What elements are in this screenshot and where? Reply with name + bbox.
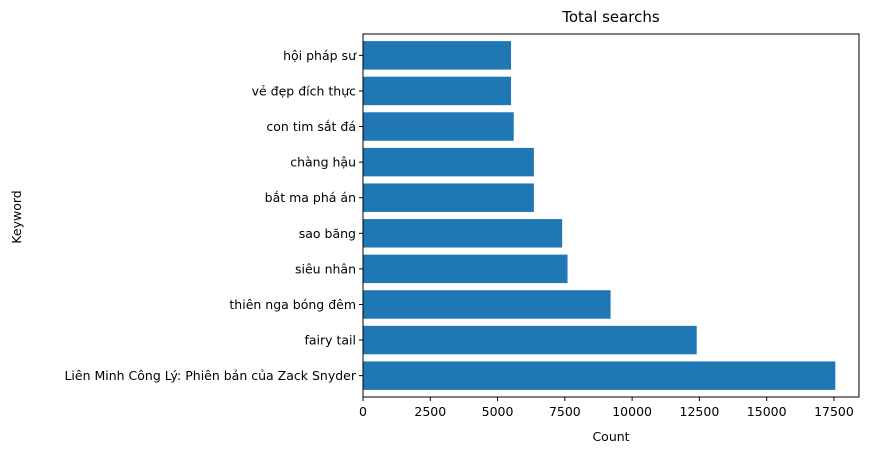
y-tick-label: siêu nhân [295, 261, 356, 276]
y-tick-label: fairy tail [304, 333, 356, 348]
chart-title: Total searchs [561, 8, 660, 26]
y-axis-label: Keyword [9, 190, 24, 243]
bar [363, 290, 611, 319]
x-tick-label: 17500 [814, 404, 854, 419]
x-tick-label: 10000 [612, 404, 652, 419]
bar [363, 219, 563, 248]
y-tick-label: con tim sắt đá [266, 119, 356, 134]
x-tick-label: 5000 [482, 404, 514, 419]
bar [363, 76, 512, 106]
y-tick-label: vẻ đẹp đích thực [252, 83, 357, 98]
bar [363, 325, 697, 355]
y-tick-label: thiên nga bóng đêm [229, 297, 356, 312]
y-tick-label: hội pháp sư [283, 48, 357, 63]
x-axis-ticks: 0 2500 5000 7500 10000 12500 15000 17500 [359, 397, 854, 419]
y-tick-label: bắt ma phá án [265, 190, 356, 205]
bar [363, 361, 836, 390]
bars-group [363, 41, 836, 390]
bar [363, 41, 512, 70]
x-tick-label: 2500 [414, 404, 446, 419]
x-tick-label: 7500 [549, 404, 581, 419]
bar [363, 183, 534, 212]
x-tick-label: 0 [359, 404, 367, 419]
y-tick-label: chàng hậu [290, 155, 356, 170]
x-tick-label: 12500 [680, 404, 720, 419]
plot-frame [362, 33, 860, 398]
y-tick-label: Liên Minh Công Lý: Phiên bản của Zack Sn… [64, 368, 356, 383]
bar [363, 112, 514, 141]
y-axis-ticks: Liên Minh Công Lý: Phiên bản của Zack Sn… [64, 48, 363, 383]
bar [363, 254, 568, 284]
bar [363, 147, 534, 177]
x-tick-label: 15000 [747, 404, 787, 419]
x-axis-label: Count [592, 429, 629, 444]
y-tick-label: sao băng [299, 226, 356, 241]
